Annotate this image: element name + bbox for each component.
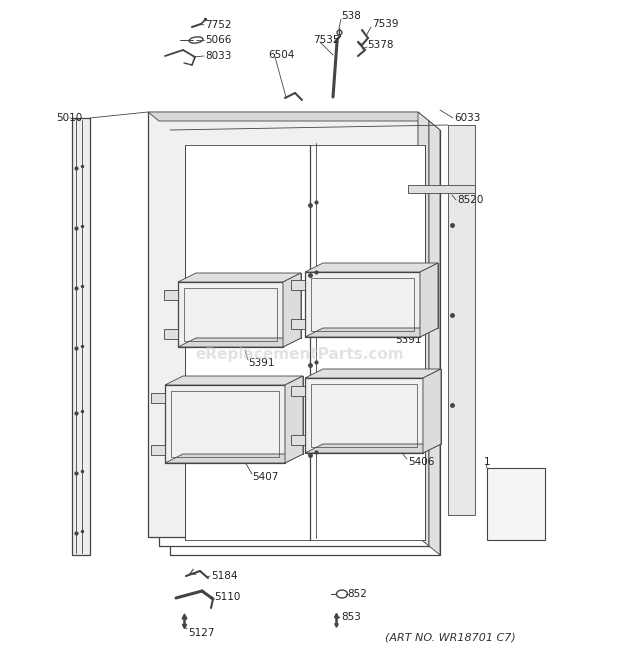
Text: 5391: 5391 [395, 335, 422, 345]
Polygon shape [178, 282, 283, 347]
Text: 5391: 5391 [248, 358, 275, 368]
Polygon shape [305, 328, 438, 337]
Polygon shape [285, 376, 303, 463]
Text: 1: 1 [484, 457, 490, 467]
Text: 6504: 6504 [268, 50, 294, 60]
Polygon shape [196, 273, 301, 338]
Text: 8520: 8520 [457, 195, 484, 205]
Polygon shape [151, 445, 165, 455]
Text: 7752: 7752 [205, 20, 231, 30]
Polygon shape [164, 290, 178, 300]
Polygon shape [148, 112, 418, 537]
Text: 5407: 5407 [252, 472, 278, 482]
Polygon shape [159, 121, 429, 546]
Polygon shape [305, 272, 420, 337]
Text: 6033: 6033 [454, 113, 480, 123]
Text: 5184: 5184 [211, 571, 237, 581]
Polygon shape [178, 273, 301, 282]
Polygon shape [165, 385, 285, 463]
Polygon shape [323, 369, 441, 444]
Polygon shape [305, 444, 441, 453]
Polygon shape [72, 118, 90, 555]
Text: 5378: 5378 [367, 40, 394, 50]
Polygon shape [291, 435, 305, 445]
Polygon shape [423, 369, 441, 453]
Polygon shape [159, 121, 440, 130]
Polygon shape [487, 468, 545, 540]
Text: 5406: 5406 [408, 457, 435, 467]
Polygon shape [291, 280, 305, 290]
Polygon shape [165, 454, 303, 463]
Polygon shape [305, 369, 441, 378]
Polygon shape [448, 125, 475, 515]
Polygon shape [420, 263, 438, 337]
Polygon shape [148, 112, 429, 121]
Polygon shape [185, 145, 425, 540]
Text: 7539: 7539 [372, 19, 399, 29]
Text: 853: 853 [341, 612, 361, 622]
Text: (ART NO. WR18701 C7): (ART NO. WR18701 C7) [384, 633, 515, 643]
Text: 5066: 5066 [205, 35, 231, 45]
Polygon shape [418, 112, 429, 546]
Text: 5110: 5110 [214, 592, 241, 602]
Polygon shape [165, 376, 303, 385]
Polygon shape [291, 319, 305, 329]
Polygon shape [151, 393, 165, 403]
Polygon shape [170, 130, 440, 555]
Text: 5010: 5010 [56, 113, 82, 123]
Polygon shape [183, 376, 303, 454]
Polygon shape [283, 273, 301, 347]
Polygon shape [323, 263, 438, 328]
Text: 538: 538 [341, 11, 361, 21]
Text: eReplacementParts.com: eReplacementParts.com [196, 348, 404, 362]
Polygon shape [291, 386, 305, 396]
Polygon shape [305, 378, 423, 453]
Text: 852: 852 [347, 589, 367, 599]
Polygon shape [429, 121, 440, 555]
Polygon shape [408, 185, 475, 193]
Text: 5127: 5127 [188, 628, 215, 638]
Text: 7535: 7535 [313, 35, 340, 45]
Polygon shape [178, 338, 301, 347]
Polygon shape [305, 263, 438, 272]
Polygon shape [164, 329, 178, 339]
Text: 8033: 8033 [205, 51, 231, 61]
